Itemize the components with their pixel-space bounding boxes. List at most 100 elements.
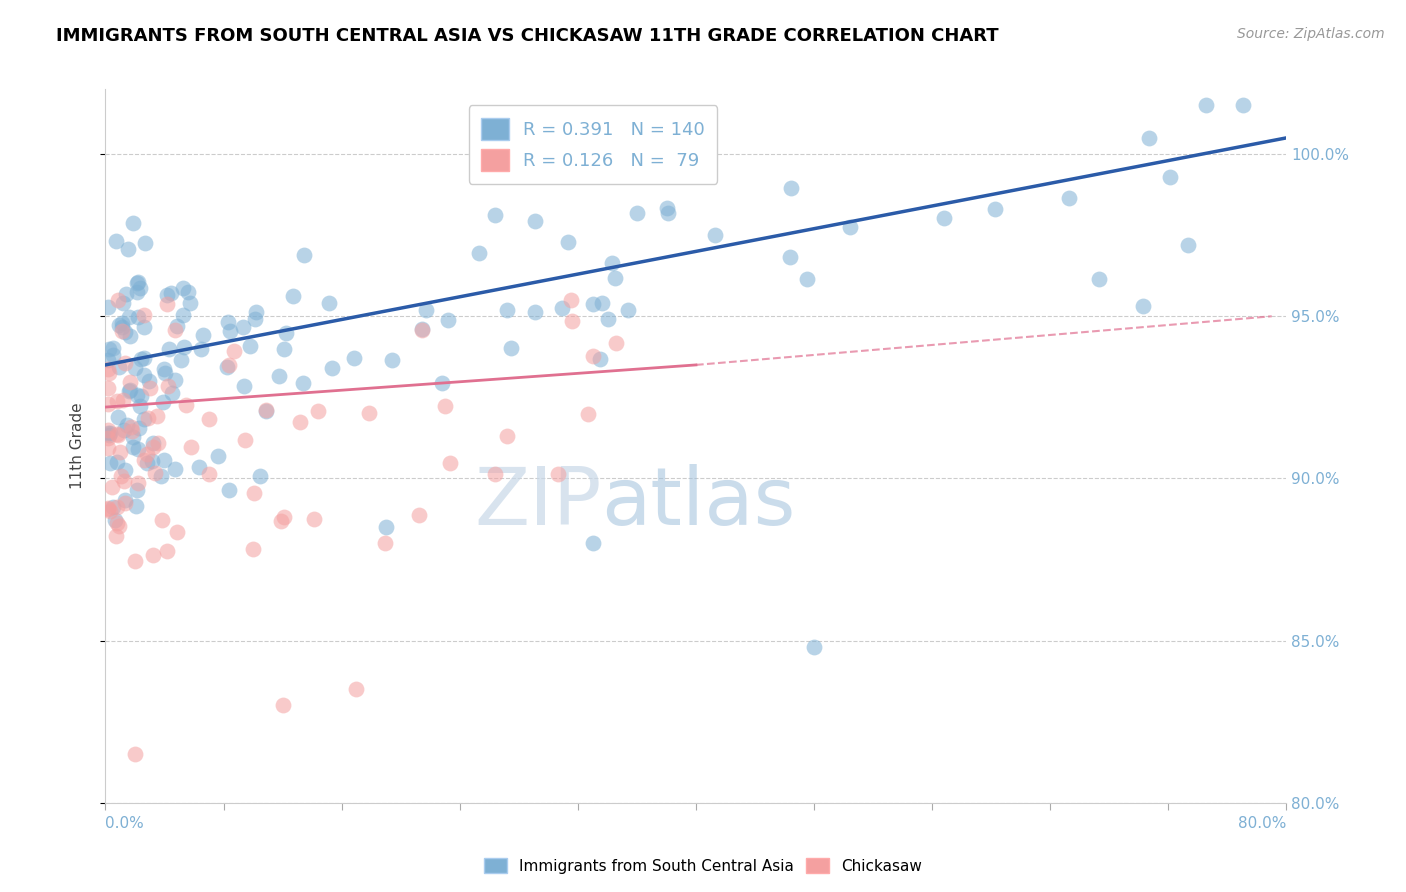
Point [142, 436, 165, 450]
Point [172, 308, 194, 322]
Y-axis label: 11th Grade: 11th Grade [70, 402, 84, 490]
Point [291, 376, 314, 390]
Point [411, 322, 433, 336]
Point [254, 404, 277, 418]
Point [125, 388, 148, 402]
Text: IMMIGRANTS FROM SOUTH CENTRAL ASIA VS CHICKASAW 11TH GRADE CORRELATION CHART: IMMIGRANTS FROM SOUTH CENTRAL ASIA VS CH… [56, 27, 998, 45]
Point [118, 384, 141, 398]
Point [156, 297, 179, 311]
Point [97, 441, 120, 455]
Point [143, 466, 166, 480]
Point [125, 499, 148, 513]
Point [626, 205, 648, 219]
Point [153, 362, 176, 376]
Point [153, 367, 176, 381]
Point [127, 310, 149, 325]
Point [121, 424, 143, 438]
Point [114, 356, 136, 370]
Point [125, 285, 148, 299]
Point [100, 425, 122, 440]
Point [243, 486, 266, 500]
Point [582, 297, 605, 311]
Point [114, 325, 136, 339]
Point [156, 288, 179, 302]
Point [1159, 169, 1181, 184]
Point [148, 436, 170, 450]
Point [218, 483, 240, 498]
Point [496, 429, 519, 443]
Point [127, 275, 149, 289]
Point [292, 248, 315, 262]
Point [105, 500, 128, 515]
Point [124, 554, 146, 568]
Point [112, 474, 135, 488]
Point [112, 423, 135, 437]
Point [176, 285, 198, 300]
Point [114, 496, 136, 510]
Point [591, 296, 613, 310]
Point [122, 440, 145, 454]
Point [1057, 191, 1080, 205]
Point [779, 180, 801, 194]
Point [218, 358, 240, 372]
Point [605, 336, 627, 351]
Point [112, 393, 135, 408]
Point [190, 342, 212, 356]
Point [110, 469, 132, 483]
Point [374, 535, 396, 549]
Point [136, 411, 159, 425]
Point [132, 308, 155, 322]
Point [128, 421, 150, 435]
Point [242, 541, 264, 556]
Point [97, 397, 120, 411]
Point [138, 374, 160, 388]
Point [165, 373, 187, 387]
Point [523, 214, 546, 228]
Point [97, 300, 120, 314]
Point [374, 520, 398, 534]
Point [434, 399, 457, 413]
Point [105, 426, 128, 441]
Point [108, 518, 131, 533]
Point [245, 305, 267, 319]
Point [318, 296, 340, 310]
Point [108, 445, 131, 459]
Point [232, 320, 254, 334]
Point [105, 455, 128, 469]
Point [984, 202, 1007, 217]
Point [163, 323, 186, 337]
Point [132, 351, 155, 365]
Point [111, 316, 134, 330]
Point [166, 319, 188, 334]
Point [249, 468, 271, 483]
Point [1195, 98, 1218, 112]
Point [233, 434, 256, 448]
Point [218, 324, 240, 338]
Point [468, 246, 491, 260]
Point [127, 483, 149, 497]
Point [273, 510, 295, 524]
Point [127, 442, 149, 457]
Point [97, 501, 120, 516]
Point [146, 409, 169, 423]
Point [179, 296, 201, 310]
Point [132, 368, 155, 382]
Point [779, 250, 801, 264]
Point [104, 529, 127, 543]
Point [97, 425, 120, 440]
Point [1137, 131, 1160, 145]
Text: 80.0%: 80.0% [1239, 816, 1286, 831]
Point [276, 326, 298, 340]
Point [100, 480, 122, 494]
Point [1088, 272, 1111, 286]
Point [98, 456, 121, 470]
Point [124, 361, 146, 376]
Point [166, 524, 188, 539]
Point [307, 404, 329, 418]
Point [97, 353, 120, 368]
Point [657, 202, 679, 216]
Point [104, 513, 127, 527]
Point [551, 301, 574, 315]
Point [127, 475, 149, 490]
Point [165, 461, 187, 475]
